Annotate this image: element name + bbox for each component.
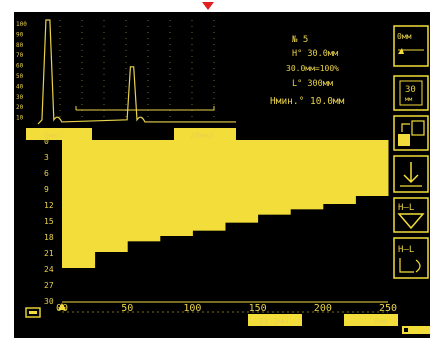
chart-y-tick: 9 <box>44 185 49 194</box>
min-thickness-readout: Hмин.° 10.0мм <box>270 96 345 107</box>
ascan-trace <box>37 19 236 125</box>
side-button[interactable] <box>393 197 429 233</box>
side-button-label: 30 <box>405 85 416 95</box>
mode-toggle-icon <box>411 120 425 136</box>
side-button[interactable] <box>393 237 429 279</box>
chart-y-tick: 15 <box>44 217 54 226</box>
ruler-icon <box>398 48 404 54</box>
ascan-y-tick: 50 <box>16 73 24 80</box>
gain-readout: 30.0мм=100% <box>286 64 339 73</box>
mode-toggle-icon <box>398 134 410 146</box>
side-button-label: H–L <box>398 203 414 213</box>
side-button-label: 0мм <box>397 32 412 41</box>
chart-x-tick: 50 <box>121 303 133 314</box>
depth-icon <box>399 80 423 106</box>
scroll-thumb <box>404 328 408 332</box>
ascan-y-tick: 100 <box>16 21 27 28</box>
triangle-down-icon <box>397 213 425 230</box>
chart-step-bar <box>94 140 128 252</box>
side-button-label: H–L <box>398 245 414 255</box>
offset-box <box>344 314 398 326</box>
chart-step-bar <box>322 140 356 204</box>
chart-x-tick: 250 <box>379 303 397 314</box>
chart-step-bar <box>290 140 324 210</box>
down-arrow-icon <box>403 162 419 184</box>
chart-y-tick: 3 <box>44 153 49 162</box>
side-button[interactable] <box>393 115 429 151</box>
bracket-icon <box>415 259 421 273</box>
chart-x-tick: 200 <box>314 303 332 314</box>
distance-box <box>248 314 302 326</box>
flaw-detector-screen: 100 90 80 70 60 50 40 30 20 10 0мкс 20мкс № 5 H° … <box>14 12 430 338</box>
ascan-y-tick: 40 <box>16 83 24 90</box>
ascan-start-label: 0мкс <box>44 131 63 140</box>
chart-step-bar <box>127 140 161 242</box>
offset-readout: 0мм <box>374 317 389 326</box>
side-button[interactable] <box>393 25 429 67</box>
chart-y-axis: 0 3 6 9 12 15 18 21 24 27 30 <box>44 137 54 306</box>
gate-bracket <box>75 106 215 111</box>
position-marker <box>58 303 66 310</box>
battery-level <box>29 311 37 314</box>
mode-toggle-icon <box>401 123 410 132</box>
side-button[interactable] <box>393 75 429 111</box>
chart-step-bar <box>62 140 96 268</box>
chart-step-bar <box>225 140 259 223</box>
ascan-end-label-box <box>174 128 236 140</box>
top-marker-icon <box>202 2 214 10</box>
ascan-panel: 100 90 80 70 60 50 40 30 20 10 0мкс 20мкс <box>16 19 236 140</box>
ascan-grid <box>59 20 215 122</box>
ascan-start-label-box <box>26 128 92 140</box>
ascan-y-axis: 100 90 80 70 60 50 40 30 20 10 <box>16 21 27 122</box>
chart-y-tick: 24 <box>44 265 54 274</box>
battery-icon <box>25 307 41 318</box>
chart-y-tick: 12 <box>44 201 54 210</box>
chart-step-bar <box>192 140 226 231</box>
chart-step-bar <box>159 140 193 236</box>
chart-step-bar <box>355 140 389 196</box>
chart-step-bar <box>388 140 389 194</box>
chart-x-tick: 100 <box>183 303 201 314</box>
chart-y-tick: 27 <box>44 281 54 290</box>
ascan-y-tick: 70 <box>16 52 24 59</box>
ascan-y-tick: 30 <box>16 94 24 101</box>
chart-x-tick: 150 <box>249 303 267 314</box>
status-bar: 21.2мм 0мм <box>25 307 430 334</box>
distance-readout: 21.2мм <box>259 317 288 326</box>
chart-step-bar <box>257 140 291 215</box>
ascan-y-tick: 80 <box>16 42 24 49</box>
chart-y-tick: 18 <box>44 233 54 242</box>
chart-y-tick: 21 <box>44 249 54 258</box>
length-readout: L° 300мм <box>292 79 333 89</box>
ascan-y-tick: 60 <box>16 63 24 70</box>
ascan-y-tick: 20 <box>16 104 24 111</box>
chart-series <box>62 140 389 268</box>
bracket-icon <box>399 258 414 273</box>
probe-number: № 5 <box>291 35 308 45</box>
scroll-indicator[interactable] <box>402 326 430 334</box>
parameter-readout: № 5 H° 30.0мм 30.0мм=100% L° 300мм Hмин.… <box>270 35 345 107</box>
chart-y-tick: 30 <box>44 297 54 306</box>
chart-x-axis: 0050100150200250 <box>56 301 397 314</box>
chart-y-tick: 0 <box>44 137 49 146</box>
side-button-unit: мм <box>405 96 413 103</box>
ascan-end-label: 20мкс <box>190 131 214 140</box>
ascan-y-tick: 90 <box>16 31 24 38</box>
ascan-y-tick: 10 <box>16 115 24 122</box>
side-button[interactable] <box>393 155 429 193</box>
chart-y-tick: 6 <box>44 169 49 178</box>
thickness-readout: H° 30.0мм <box>292 49 338 59</box>
